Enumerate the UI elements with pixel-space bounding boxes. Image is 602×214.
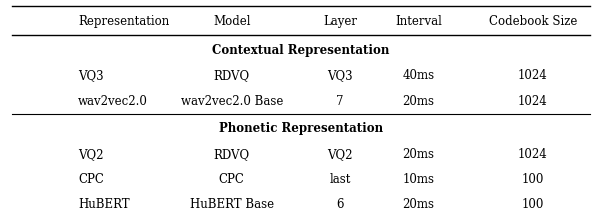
Text: 20ms: 20ms	[402, 95, 435, 108]
Text: 100: 100	[521, 198, 544, 211]
Text: Interval: Interval	[395, 15, 442, 28]
Text: Representation: Representation	[78, 15, 170, 28]
Text: wav2vec2.0: wav2vec2.0	[78, 95, 148, 108]
Text: Codebook Size: Codebook Size	[489, 15, 577, 28]
Text: wav2vec2.0 Base: wav2vec2.0 Base	[181, 95, 283, 108]
Text: HuBERT Base: HuBERT Base	[190, 198, 274, 211]
Text: 20ms: 20ms	[402, 148, 435, 161]
Text: VQ3: VQ3	[78, 69, 104, 82]
Text: HuBERT: HuBERT	[78, 198, 130, 211]
Text: CPC: CPC	[78, 173, 104, 186]
Text: VQ2: VQ2	[327, 148, 353, 161]
Text: Phonetic Representation: Phonetic Representation	[219, 122, 383, 135]
Text: 1024: 1024	[518, 95, 548, 108]
Text: Contextual Representation: Contextual Representation	[213, 44, 389, 57]
Text: VQ2: VQ2	[78, 148, 104, 161]
Text: 7: 7	[337, 95, 344, 108]
Text: 10ms: 10ms	[402, 173, 435, 186]
Text: 100: 100	[521, 173, 544, 186]
Text: VQ3: VQ3	[327, 69, 353, 82]
Text: RDVQ: RDVQ	[214, 148, 250, 161]
Text: 40ms: 40ms	[402, 69, 435, 82]
Text: RDVQ: RDVQ	[214, 69, 250, 82]
Text: 6: 6	[337, 198, 344, 211]
Text: CPC: CPC	[219, 173, 244, 186]
Text: last: last	[329, 173, 351, 186]
Text: 20ms: 20ms	[402, 198, 435, 211]
Text: 1024: 1024	[518, 69, 548, 82]
Text: 1024: 1024	[518, 148, 548, 161]
Text: Layer: Layer	[323, 15, 357, 28]
Text: Model: Model	[213, 15, 250, 28]
